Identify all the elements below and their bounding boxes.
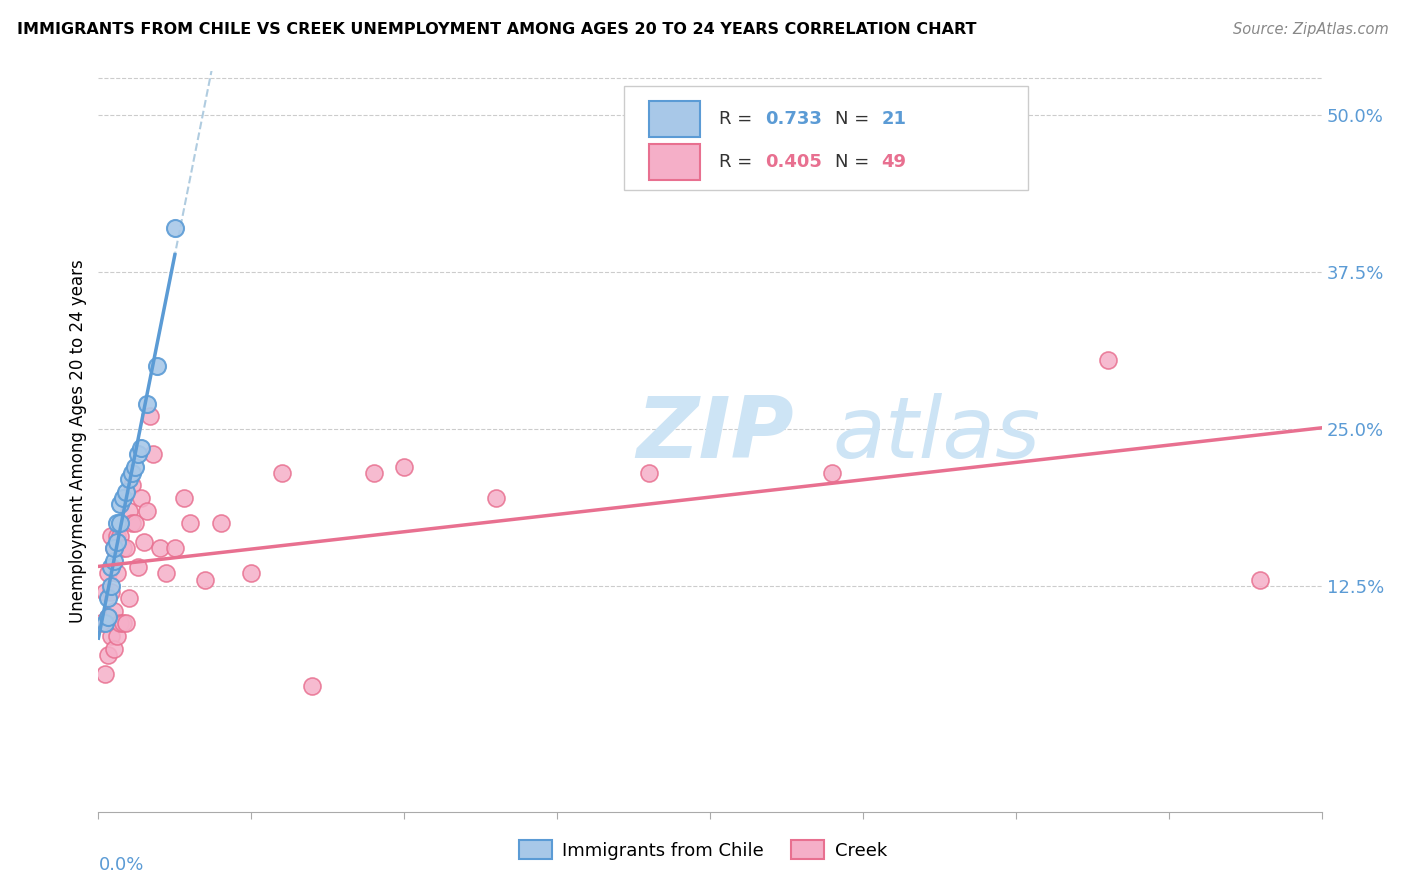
Point [103,541,125,556]
Point [97,566,120,581]
Point [124,516,146,530]
Point [129,491,152,505]
Point [93,616,115,631]
Point [240,566,263,581]
Point [105,629,128,643]
Point [136,503,159,517]
Point [93,585,115,599]
Point [392,459,416,474]
Point [821,466,844,480]
Text: 0.405: 0.405 [765,153,823,171]
Point [105,529,128,543]
Point [363,466,385,480]
Point [105,535,128,549]
Point [163,221,186,235]
Point [485,491,508,505]
Text: N =: N = [835,110,875,128]
Text: atlas: atlas [832,392,1040,475]
Text: R =: R = [718,153,758,171]
Point [100,579,122,593]
Point [108,497,131,511]
Point [129,441,152,455]
Point [179,516,201,530]
Point [121,516,143,530]
Text: 21: 21 [882,110,907,128]
Point [1097,353,1119,368]
Point [97,610,120,624]
Point [145,359,167,374]
Point [118,503,141,517]
Point [115,616,138,631]
Point [111,616,134,631]
Point [108,616,131,631]
Point [142,447,165,461]
Point [194,573,217,587]
Point [115,541,138,556]
Point [115,484,138,499]
Point [173,491,195,505]
Text: IMMIGRANTS FROM CHILE VS CREEK UNEMPLOYMENT AMONG AGES 20 TO 24 YEARS CORRELATIO: IMMIGRANTS FROM CHILE VS CREEK UNEMPLOYM… [17,22,976,37]
Point [301,679,323,693]
Point [127,447,149,461]
Point [121,478,143,492]
Point [90,616,112,631]
Point [155,566,177,581]
Point [100,585,122,599]
Point [103,604,125,618]
Text: 0.0%: 0.0% [98,856,143,874]
Point [97,591,120,606]
Text: Source: ZipAtlas.com: Source: ZipAtlas.com [1233,22,1389,37]
Point [97,648,120,662]
Point [111,541,134,556]
FancyBboxPatch shape [624,87,1028,190]
Point [118,591,141,606]
Point [97,610,120,624]
Point [270,466,292,480]
Legend: Immigrants from Chile, Creek: Immigrants from Chile, Creek [512,833,894,867]
Point [93,666,115,681]
Point [136,397,159,411]
Point [105,516,128,530]
Point [103,554,125,568]
Point [105,566,128,581]
Point [108,516,131,530]
Text: ZIP: ZIP [637,392,794,475]
Point [163,541,186,556]
Point [121,466,143,480]
Bar [648,101,700,136]
Point [108,529,131,543]
Point [103,541,125,556]
Text: R =: R = [718,110,758,128]
Y-axis label: Unemployment Among Ages 20 to 24 years: Unemployment Among Ages 20 to 24 years [69,260,87,624]
Point [103,641,125,656]
Point [139,409,162,424]
Text: 49: 49 [882,153,907,171]
Point [149,541,172,556]
Point [100,560,122,574]
Point [111,491,134,505]
Point [127,560,149,574]
Point [100,529,122,543]
Bar [648,145,700,180]
Text: N =: N = [835,153,875,171]
Point [1249,573,1271,587]
Point [100,629,122,643]
Point [637,466,661,480]
Point [124,459,146,474]
Point [209,516,232,530]
Text: 0.733: 0.733 [765,110,823,128]
Point [118,472,141,486]
Point [134,535,156,549]
